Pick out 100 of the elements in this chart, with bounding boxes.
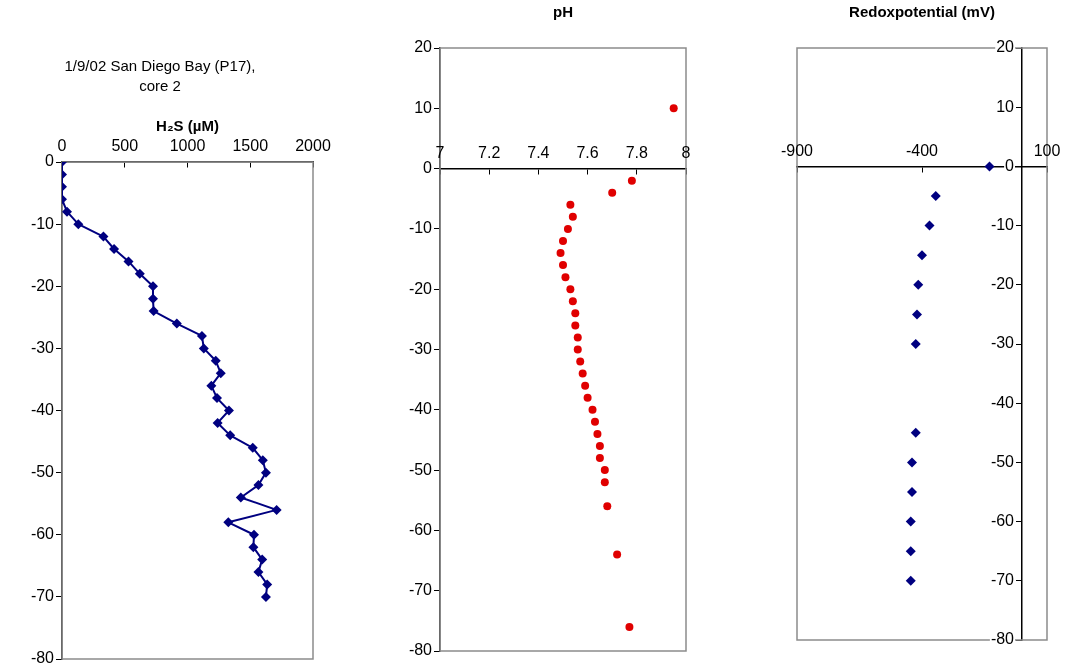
point: [147, 293, 158, 304]
y-tick-label: -20: [30, 276, 55, 294]
point: [588, 405, 597, 414]
point: [253, 567, 264, 578]
point: [917, 250, 927, 261]
point: [561, 273, 570, 282]
y-tick-label: -80: [408, 641, 433, 659]
point: [206, 380, 217, 391]
x-tick-label: -900: [780, 141, 814, 159]
y-tick-label: 10: [996, 97, 1015, 115]
point: [257, 554, 268, 565]
text: 1/9/02 San Diego Bay (P17), core 2: [63, 56, 257, 96]
point: [568, 297, 577, 306]
y-tick-label: -40: [408, 400, 433, 418]
point: [247, 442, 258, 453]
x-tick-label: 500: [111, 137, 139, 155]
point: [235, 492, 246, 503]
point: [148, 306, 159, 317]
y-tick-label: -20: [990, 275, 1015, 293]
x-tick-label: 8: [681, 144, 691, 162]
point: [571, 309, 580, 318]
point: [595, 441, 604, 450]
point: [198, 343, 209, 354]
y-tick-label: -60: [408, 520, 433, 538]
y-tick-label: -20: [408, 279, 433, 297]
point: [62, 206, 73, 217]
point: [260, 467, 271, 478]
point: [215, 368, 226, 379]
point: [260, 591, 271, 602]
point: [249, 529, 260, 540]
point: [566, 285, 575, 294]
point: [600, 466, 609, 475]
x-tick-label: 0: [57, 137, 67, 155]
point: [248, 542, 259, 553]
point: [171, 318, 182, 329]
y-tick-label: 20: [996, 38, 1015, 56]
y-tick-label: -60: [990, 512, 1015, 530]
y-tick-label: -30: [990, 334, 1015, 352]
point: [571, 321, 580, 330]
point: [984, 161, 995, 172]
point: [593, 429, 602, 438]
y-tick-label: 10: [414, 98, 433, 116]
point: [613, 550, 622, 559]
point: [608, 188, 617, 197]
point: [559, 261, 567, 270]
point: [600, 478, 609, 487]
y-tick-label: -50: [990, 452, 1015, 470]
point: [257, 455, 268, 466]
x-tick-label: 1500: [232, 137, 269, 155]
point: [211, 393, 222, 404]
point: [225, 430, 236, 441]
point: [223, 517, 234, 528]
y-tick-label: 0: [1005, 156, 1015, 174]
x-tick-label: -400: [905, 141, 939, 159]
y-tick-label: 20: [414, 38, 433, 56]
y-tick-label: 0: [423, 159, 433, 177]
y-tick-label: -10: [408, 219, 433, 237]
y-tick-label: -80: [990, 630, 1015, 648]
point: [912, 309, 922, 320]
point: [583, 393, 592, 402]
point: [123, 256, 134, 267]
point: [559, 236, 567, 245]
point: [905, 516, 916, 527]
point: [109, 243, 120, 254]
point: [568, 212, 577, 221]
y-tick-label: -40: [990, 393, 1015, 411]
point: [573, 333, 582, 342]
x-tick-label: 100: [1033, 141, 1061, 159]
chart-title: Redoxpotential (mV): [849, 3, 995, 21]
point: [262, 579, 273, 590]
point: [627, 176, 636, 185]
point: [576, 357, 585, 366]
x-tick-label: 7.2: [478, 144, 501, 162]
chart-title: H₂S (µM): [156, 117, 219, 135]
point: [271, 504, 282, 515]
y-tick-label: -30: [30, 338, 55, 356]
point: [196, 330, 207, 341]
point: [98, 231, 109, 242]
point: [73, 219, 84, 230]
x-tick-label: 1000: [169, 137, 206, 155]
point: [556, 249, 565, 258]
point: [907, 487, 917, 497]
point: [134, 268, 145, 279]
y-tick-label: -80: [30, 649, 55, 667]
point: [905, 575, 916, 586]
point: [930, 191, 941, 201]
y-tick-label: -10: [990, 216, 1015, 234]
chart-title: pH: [553, 3, 573, 21]
point: [669, 104, 678, 113]
point: [595, 454, 604, 463]
point: [924, 220, 935, 231]
point: [581, 381, 590, 390]
x-tick-label: 2000: [295, 137, 331, 155]
point: [603, 502, 612, 511]
y-tick-label: -70: [408, 581, 433, 599]
point: [913, 279, 924, 290]
point: [573, 345, 582, 354]
y-tick-label: -40: [30, 400, 55, 418]
point: [590, 417, 599, 426]
point: [578, 369, 587, 378]
